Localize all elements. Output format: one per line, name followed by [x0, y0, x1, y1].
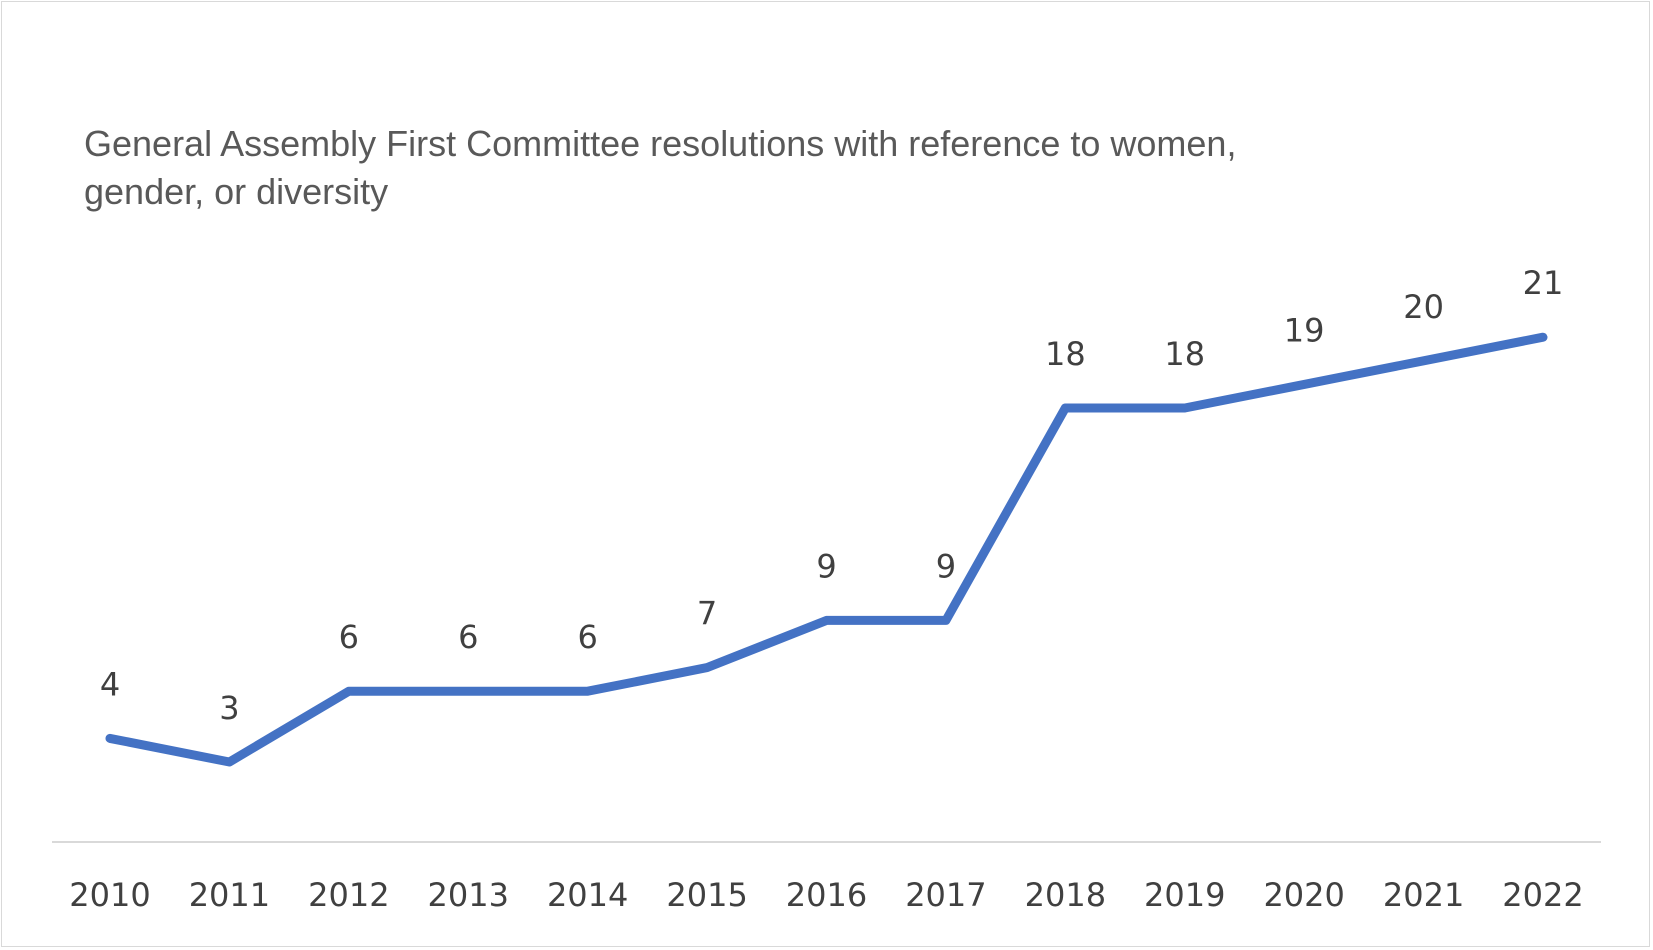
x-tick-layer: 2010 2011 2012 2013 2014 2015 2016 2017 2018 2019… — [69, 876, 1583, 914]
x-tick-label: 2012 — [308, 876, 389, 914]
data-label: 9 — [816, 547, 836, 585]
data-label: 20 — [1403, 288, 1444, 326]
x-tick-label: 2019 — [1144, 876, 1225, 914]
data-label: 19 — [1284, 311, 1325, 349]
x-tick-label: 2022 — [1502, 876, 1583, 914]
x-tick-label: 2014 — [547, 876, 628, 914]
data-label: 9 — [936, 547, 956, 585]
data-label: 6 — [458, 618, 478, 656]
x-tick-label: 2013 — [428, 876, 509, 914]
chart-title: General Assembly First Committee resolut… — [84, 123, 1237, 212]
data-label: 18 — [1164, 335, 1205, 373]
data-label-layer: 4 3 6 6 6 7 9 9 18 18 19 20 21 — [100, 264, 1564, 727]
data-label: 21 — [1523, 264, 1564, 302]
data-label: 4 — [100, 665, 120, 703]
series-layer — [105, 332, 1548, 767]
data-label: 7 — [697, 595, 717, 633]
x-tick-label: 2018 — [1025, 876, 1106, 914]
x-tick-label: 2015 — [666, 876, 747, 914]
series-line — [105, 332, 1548, 767]
x-tick-label: 2021 — [1383, 876, 1464, 914]
x-tick-label: 2017 — [905, 876, 986, 914]
x-tick-label: 2020 — [1263, 876, 1344, 914]
data-label: 18 — [1045, 335, 1086, 373]
x-tick-label: 2010 — [69, 876, 150, 914]
data-label: 3 — [219, 689, 239, 727]
data-label: 6 — [577, 618, 597, 656]
x-tick-label: 2016 — [786, 876, 867, 914]
data-label: 6 — [339, 618, 359, 656]
x-tick-label: 2011 — [189, 876, 270, 914]
